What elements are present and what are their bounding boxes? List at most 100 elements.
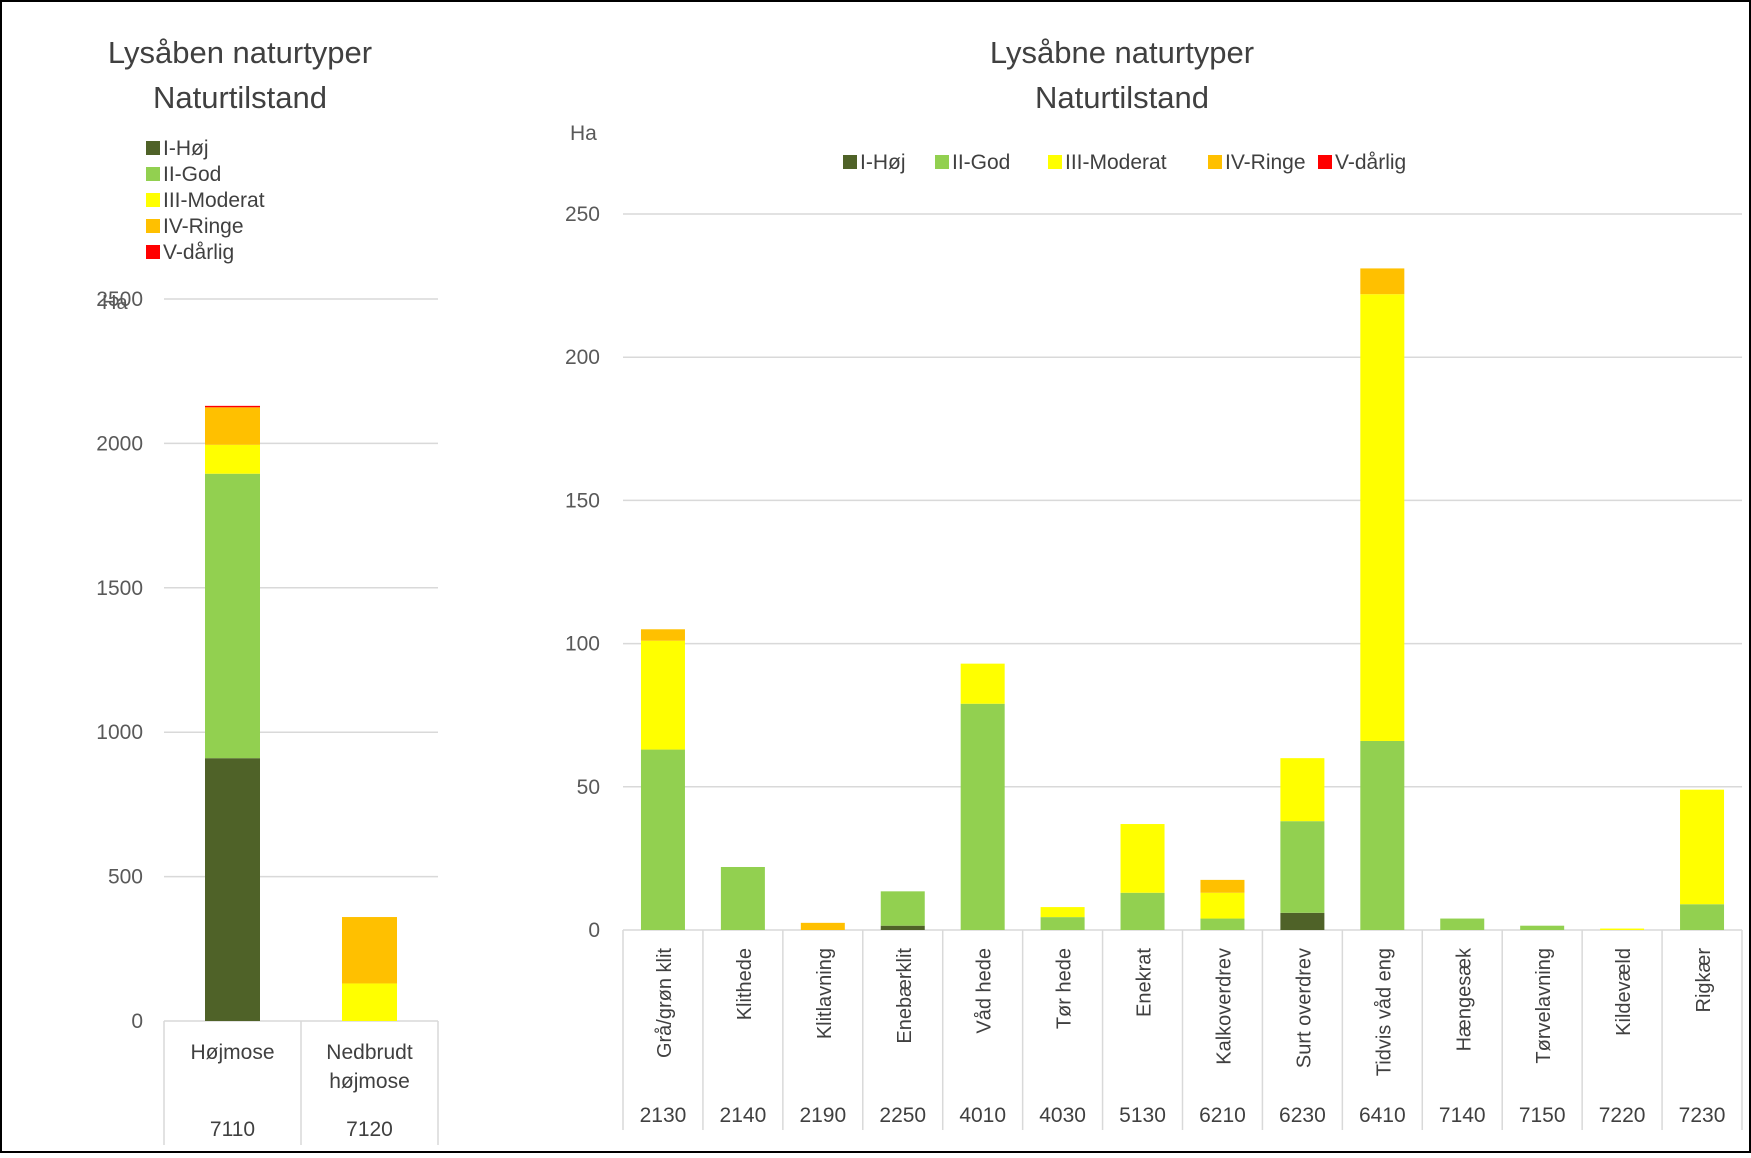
bar-ii-god-h-nges-k xyxy=(1440,918,1485,930)
category-label: Enekrat xyxy=(1134,948,1156,1017)
category-label: Grå/grøn klit xyxy=(654,948,676,1058)
right-y-axis-label: Ha xyxy=(570,122,597,145)
category-label: Nedbrudt xyxy=(326,1041,413,1064)
right-y-ticks: 0 50 100 150 200 250 xyxy=(565,203,600,942)
category-code-label: 7110 xyxy=(210,1118,255,1141)
category-code-label: 7140 xyxy=(1439,1104,1486,1127)
category-code-label: 7150 xyxy=(1519,1104,1566,1127)
category-label: Enebærklit xyxy=(894,948,916,1044)
right-bars xyxy=(640,268,1725,930)
category-code-label: 7120 xyxy=(346,1118,393,1141)
bar-v-d-rlig-h-jmose xyxy=(205,405,260,408)
left-chart-subtitle: Naturtilstand xyxy=(153,80,327,115)
bar-ii-god-tidvis-v-d-eng xyxy=(1360,740,1405,930)
bar-iii-moderat-h-jmose xyxy=(205,444,260,474)
left-legend: I-Høj II-God III-Moderat IV-Ringe V-dårlig xyxy=(146,137,265,264)
bar-iii-moderat-t-r-hede xyxy=(1040,907,1085,918)
legend-swatch-ii-god xyxy=(935,155,949,169)
right-chart-title: Lysåbne naturtyper xyxy=(990,35,1254,70)
legend-label-iii-moderat: III-Moderat xyxy=(163,189,265,212)
bar-iv-ringe-klitlavning xyxy=(800,922,845,930)
right-x-axis: Grå/grøn klit 2130 Klithede 2140 Klitlavning… xyxy=(622,930,1743,1130)
category-label: Højmose xyxy=(190,1041,274,1064)
legend-label-v-d-rlig: V-dårlig xyxy=(1335,151,1406,174)
category-code-label: 2140 xyxy=(720,1104,767,1127)
bar-iii-moderat-kildev-ld xyxy=(1600,928,1645,930)
legend-label-v-d-rlig: V-dårlig xyxy=(163,241,234,264)
category-code-label: 4030 xyxy=(1039,1104,1086,1127)
y-tick-label: 250 xyxy=(565,203,600,226)
bar-iii-moderat-surt-overdrev xyxy=(1280,758,1325,822)
bar-ii-god-surt-overdrev xyxy=(1280,821,1325,913)
y-tick-label: 2000 xyxy=(96,432,143,455)
category-label: Rigkær xyxy=(1693,948,1715,1013)
legend-label-iv-ringe: IV-Ringe xyxy=(1225,151,1306,174)
category-code-label: 2250 xyxy=(879,1104,926,1127)
right-legend: I-Høj II-God III-Moderat IV-Ringe V-dårlig xyxy=(843,151,1406,174)
bar-iv-ringe-tidvis-v-d-eng xyxy=(1360,268,1405,295)
bar-iii-moderat-kalkoverdrev xyxy=(1200,892,1245,919)
category-label: Hængesæk xyxy=(1453,947,1475,1051)
bar-ii-god-klithede xyxy=(720,866,765,930)
y-tick-label: 500 xyxy=(108,866,143,889)
category-label: højmose xyxy=(329,1070,410,1093)
category-code-label: 7220 xyxy=(1599,1104,1646,1127)
legend-swatch-iv-ringe xyxy=(146,219,160,233)
bar-ii-god-t-rvelavning xyxy=(1520,925,1565,930)
legend-label-ii-god: II-God xyxy=(163,163,221,186)
legend-label-i-h-j: I-Høj xyxy=(860,151,906,174)
bar-iv-ringe-kalkoverdrev xyxy=(1200,879,1245,893)
y-tick-label: 2500 xyxy=(96,288,143,311)
bar-iii-moderat-v-d-hede xyxy=(960,663,1005,704)
bar-ii-god-v-d-hede xyxy=(960,703,1005,930)
bar-ii-god-gr-gr-n-klit xyxy=(640,749,685,930)
left-bars xyxy=(205,405,397,1021)
y-tick-label: 150 xyxy=(565,489,600,512)
category-label: Klithede xyxy=(734,948,756,1020)
legend-swatch-iii-moderat xyxy=(1048,155,1062,169)
bar-iii-moderat-tidvis-v-d-eng xyxy=(1360,294,1405,741)
category-code-label: 7230 xyxy=(1679,1104,1726,1127)
bar-ii-god-kalkoverdrev xyxy=(1200,918,1245,930)
y-tick-label: 0 xyxy=(131,1010,143,1033)
bar-i-h-j-surt-overdrev xyxy=(1280,912,1325,930)
category-code-label: 6210 xyxy=(1199,1104,1246,1127)
legend-label-iii-moderat: III-Moderat xyxy=(1065,151,1167,174)
category-label: Tørvelavning xyxy=(1533,948,1555,1064)
bar-iv-ringe-h-jmose xyxy=(205,407,260,445)
bar-ii-god-enekrat xyxy=(1120,892,1165,930)
legend-label-i-h-j: I-Høj xyxy=(163,137,209,160)
category-label: Tør hede xyxy=(1054,948,1076,1029)
legend-swatch-iv-ringe xyxy=(1208,155,1222,169)
y-tick-label: 200 xyxy=(565,346,600,369)
legend-swatch-v-d-rlig xyxy=(146,245,160,259)
bar-iii-moderat-nedbrudt-h-jmose xyxy=(342,983,397,1021)
left-x-axis: Højmose 7110 Nedbrudt højmose 7120 xyxy=(163,1021,439,1145)
bar-ii-god-h-jmose xyxy=(205,473,260,759)
bar-iii-moderat-enekrat xyxy=(1120,824,1165,893)
bar-ii-god-rigk-r xyxy=(1680,904,1725,930)
legend-swatch-i-h-j xyxy=(146,141,160,155)
y-tick-label: 1500 xyxy=(96,577,143,600)
bar-iii-moderat-gr-gr-n-klit xyxy=(640,640,685,750)
category-label: Kildevæld xyxy=(1613,948,1635,1036)
legend-swatch-i-h-j xyxy=(843,155,857,169)
y-tick-label: 50 xyxy=(577,776,600,799)
y-tick-label: 1000 xyxy=(96,721,143,744)
left-chart-title: Lysåben naturtyper xyxy=(108,35,372,70)
legend-label-ii-god: II-God xyxy=(952,151,1010,174)
bar-ii-god-t-r-hede xyxy=(1040,917,1085,930)
bar-iv-ringe-nedbrudt-h-jmose xyxy=(342,917,397,984)
y-tick-label: 100 xyxy=(565,633,600,656)
right-chart-subtitle: Naturtilstand xyxy=(1035,80,1209,115)
left-chart: Lysåben naturtyper Naturtilstand I-Høj II… xyxy=(96,35,439,1145)
right-chart: Lysåbne naturtyper Naturtilstand Ha I-Hø… xyxy=(565,35,1743,1130)
category-code-label: 6230 xyxy=(1279,1104,1326,1127)
category-code-label: 2130 xyxy=(640,1104,687,1127)
category-code-label: 2190 xyxy=(799,1104,846,1127)
left-y-axis-label: Ha xyxy=(102,292,128,314)
bar-ii-god-eneb-rklit xyxy=(880,891,925,926)
bar-i-h-j-eneb-rklit xyxy=(880,925,925,930)
